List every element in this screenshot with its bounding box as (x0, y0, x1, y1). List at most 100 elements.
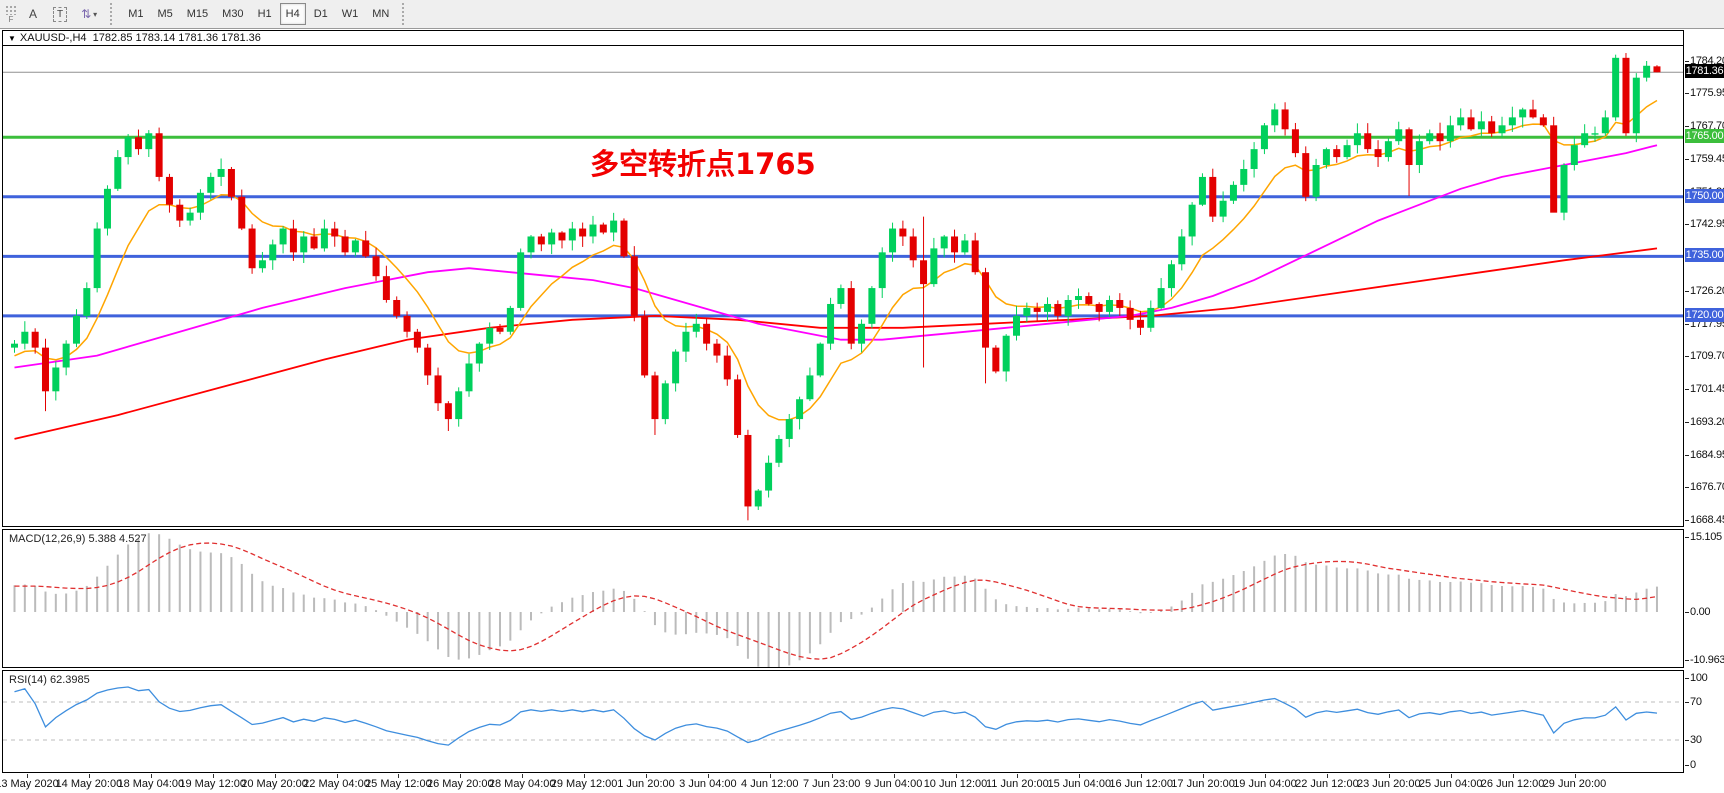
toolbar-separator[interactable] (110, 3, 117, 25)
candle-body (548, 232, 556, 245)
label-tool-button[interactable]: T (47, 3, 73, 25)
candle-body (1240, 168, 1248, 185)
main-chart-panel[interactable] (2, 45, 1684, 527)
candle-body (1395, 129, 1403, 142)
candle-body (951, 236, 959, 253)
candle-body (672, 351, 680, 384)
candle-body (1539, 117, 1547, 126)
candle-body (1302, 153, 1310, 197)
fast-ma-line (14, 99, 1658, 421)
candle-body (1219, 200, 1227, 217)
candle-body (227, 168, 235, 197)
candle-body (455, 391, 463, 420)
candle-body (899, 228, 907, 237)
timeframe-button-m5[interactable]: M5 (157, 8, 173, 20)
candle-body (1405, 129, 1413, 166)
candle-body (1074, 296, 1082, 300)
candle-body (1333, 149, 1341, 158)
price-tick-label: 1668.45 (1690, 514, 1724, 527)
candle-body (155, 133, 163, 177)
rsi-panel[interactable]: RSI(14) 62.3985 (2, 670, 1684, 773)
time-tick-mark (1265, 774, 1266, 778)
time-tick-mark (893, 774, 895, 778)
candle-body (527, 236, 535, 253)
candle-body (889, 228, 897, 253)
candle-body (1178, 236, 1186, 265)
candle-body (434, 375, 442, 404)
toolbar-grip[interactable]: F (2, 1, 20, 27)
candle-body (1105, 299, 1113, 312)
macd-tick-label: 15.105 (1690, 530, 1722, 543)
candle-body (176, 204, 184, 221)
rsi-tick-label: 70 (1690, 695, 1702, 708)
timeframe-button-m1[interactable]: M1 (128, 8, 144, 20)
candle-body (744, 434, 752, 507)
price-tick-label: 1701.45 (1690, 383, 1724, 396)
text-tool-button[interactable]: A (21, 3, 45, 25)
candle-body (1343, 145, 1351, 158)
timeframe-button-d1[interactable]: D1 (313, 8, 328, 20)
candle-body (1653, 66, 1661, 73)
axis-tick-mark (1685, 487, 1689, 489)
rsi-tick-label: 100 (1690, 672, 1708, 684)
candle-body (909, 236, 917, 261)
chart-title-bar[interactable]: ▼ XAUUSD-,H4 1782.85 1783.14 1781.36 1781… (2, 30, 1684, 45)
grip-dots-icon (5, 4, 17, 15)
timeframe-button-h4[interactable]: H4 (279, 3, 306, 25)
candle-body (1612, 57, 1620, 118)
candle-body (1446, 125, 1454, 142)
axis-tick-mark (1685, 158, 1689, 160)
candle-body (269, 244, 277, 261)
candle-body (93, 228, 101, 289)
candle-body (248, 228, 256, 269)
time-tick-label: 4 Jun 12:00 (741, 778, 799, 790)
macd-tick-label: 0.00 (1690, 605, 1711, 618)
candle-body (475, 343, 483, 364)
candle-body (1271, 109, 1279, 126)
arrow-tool-button[interactable]: ⇅ ▾ (75, 3, 103, 25)
time-tick-mark (1079, 774, 1081, 778)
candle-body (341, 236, 349, 253)
time-tick-mark (88, 774, 90, 778)
timeframe-button-mn[interactable]: MN (372, 8, 390, 20)
candle-body (930, 248, 938, 285)
candle-body (1188, 204, 1196, 237)
time-tick-label: 16 Jun 12:00 (1109, 778, 1173, 790)
candle-body (641, 315, 649, 376)
rsi-tick-label: 30 (1690, 733, 1702, 746)
timeframe-button-m15[interactable]: M15 (186, 8, 209, 20)
axis-tick-mark (1685, 356, 1689, 358)
main-chart-canvas[interactable] (3, 46, 1683, 526)
time-tick-mark (274, 774, 276, 778)
time-tick-label: 13 May 2020 (0, 778, 59, 790)
time-tick-label: 15 Jun 04:00 (1047, 778, 1112, 790)
macd-panel[interactable]: MACD(12,26,9) 5.388 4.527 (2, 529, 1684, 668)
candle-body (72, 315, 80, 344)
time-tick-mark (27, 774, 28, 778)
candle-body (827, 303, 835, 344)
candle-body (506, 307, 514, 332)
timeframe-button-w1[interactable]: W1 (341, 8, 359, 20)
candle-body (52, 367, 60, 392)
time-tick-mark (460, 774, 462, 778)
timeframe-button-h1[interactable]: H1 (257, 8, 272, 20)
rsi-canvas[interactable] (3, 671, 1683, 772)
collapse-triangle-icon[interactable]: ▼ (8, 34, 16, 43)
axis-tick-mark (1685, 389, 1689, 391)
macd-canvas[interactable] (3, 530, 1683, 667)
rsi-tick-label: 0 (1690, 759, 1696, 771)
candle-body (610, 220, 618, 233)
axis-tick-mark (1685, 93, 1689, 95)
time-tick-mark (150, 774, 152, 778)
candle-body (1198, 176, 1206, 205)
candle-body (217, 168, 225, 177)
candle-body (713, 343, 721, 356)
candle-body (165, 176, 173, 205)
candle-body (382, 276, 390, 300)
candle-body (1384, 141, 1392, 158)
candle-body (124, 137, 132, 158)
timeframe-button-m30[interactable]: M30 (222, 8, 244, 20)
time-tick-mark (955, 774, 957, 778)
toolbar-separator[interactable] (402, 3, 409, 25)
time-tick-label: 1 Jun 20:00 (617, 778, 675, 790)
